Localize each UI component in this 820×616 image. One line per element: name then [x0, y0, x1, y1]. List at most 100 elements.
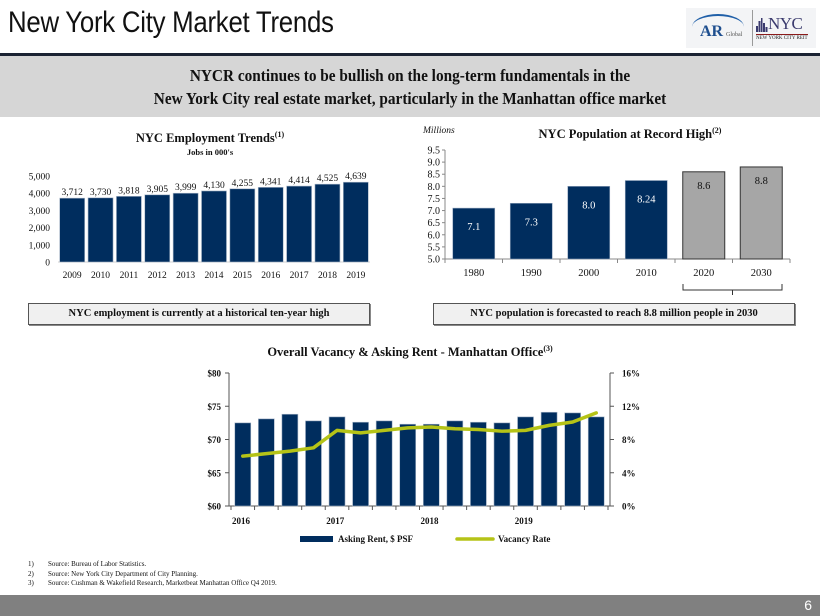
y-tick-label: 1,000: [29, 241, 51, 251]
population-callout: NYC population is forecasted to reach 8.…: [433, 303, 795, 325]
x-tick-label: 2011: [120, 271, 139, 281]
data-label-2015: 4,255: [232, 179, 254, 189]
x-tick-label: 1980: [463, 268, 484, 279]
bar-2017: [286, 185, 312, 263]
employment-chart-title: NYC Employment Trends(1): [60, 130, 360, 146]
ar-global-logo: AR Global: [690, 12, 750, 44]
bar-2015: [229, 188, 256, 263]
rent-bar-2016-Q2: [258, 418, 275, 507]
bar-2013: [172, 192, 199, 263]
headline-banner: NYCR continues to be bullish on the long…: [0, 56, 820, 117]
x-tick-label: 2019: [515, 516, 534, 526]
x-tick-label: 2013: [176, 271, 195, 281]
bar-2020: [682, 171, 726, 260]
bar-2000: [567, 186, 611, 260]
rent-bar-2019-Q1: [517, 416, 534, 507]
rent-bar-2018-Q3: [470, 421, 487, 507]
population-unit-label: Millions: [423, 126, 455, 136]
ar-logo-text: AR: [700, 23, 724, 40]
header-divider: [0, 53, 820, 56]
x-tick-label: 2010: [91, 271, 110, 281]
data-label-2018: 4,525: [317, 174, 339, 184]
y-tick-label: 0: [45, 259, 50, 269]
nyc-logo-text: NYC: [768, 14, 803, 33]
data-label-2017: 4,414: [288, 176, 310, 186]
footnote-number: 1): [28, 560, 34, 568]
left-y-tick-label: $70: [208, 435, 222, 445]
population-title-text: NYC Population at Record High: [538, 127, 713, 142]
vacancy-rent-chart: $60 $65 $70 $75 $80 0% 4% 8% 12% 16% 2016 2017 2018 2…: [208, 369, 641, 545]
employment-callout: NYC employment is currently at a histori…: [28, 303, 370, 325]
left-y-tick-label: $80: [208, 369, 222, 379]
ar-logo-subtext: Global: [726, 32, 743, 38]
rent-bar-2018-Q4: [493, 422, 511, 507]
data-label-2009: 3,712: [61, 188, 83, 198]
x-tick-label: 2015: [233, 271, 252, 281]
rent-bar-2016-Q3: [281, 413, 299, 507]
rent-bar-2018-Q2: [446, 420, 464, 507]
bar-2011: [116, 196, 142, 263]
y-tick-label: 8.0: [428, 182, 441, 193]
vacancy-title-text: Overall Vacancy & Asking Rent - Manhatta…: [267, 345, 544, 360]
x-tick-label: 2016: [261, 271, 280, 281]
footnote-text: Source: Bureau of Labor Statistics.: [48, 560, 147, 568]
rent-bar-2016-Q1: [234, 422, 252, 507]
x-tick-label: 2009: [63, 271, 82, 281]
bar-1980: [452, 207, 496, 260]
x-tick-label: 2012: [148, 271, 167, 281]
x-tick-label: 1990: [521, 268, 542, 279]
x-tick-label: 2000: [578, 268, 599, 279]
nyc-reit-logo: NYC NEW YORK CITY REIT: [756, 12, 816, 44]
x-tick-label: 2030: [751, 268, 772, 279]
legend-label-rent: Asking Rent, $ PSF: [338, 534, 414, 544]
right-y-tick-label: 4%: [622, 468, 636, 478]
data-label-2014: 4,130: [203, 181, 225, 191]
rent-bar-2017-Q3: [375, 420, 393, 507]
x-tick-label: 2017: [290, 271, 309, 281]
bar-2010: [624, 180, 668, 260]
rent-bar-2019-Q4: [587, 416, 605, 507]
rent-bar-2017-Q2: [352, 421, 369, 507]
bar-1990: [509, 202, 553, 260]
legend-swatch-rent: [300, 536, 333, 542]
y-tick-label: 5.0: [428, 255, 441, 266]
bar-2014: [201, 190, 227, 263]
y-tick-label: 7.5: [428, 194, 441, 205]
page-number: 6: [804, 597, 812, 613]
x-tick-label: 2019: [346, 271, 365, 281]
right-y-tick-label: 0%: [622, 502, 636, 512]
data-label-2010: 3,730: [90, 188, 112, 198]
y-tick-label: 7.0: [428, 206, 441, 217]
y-tick-label: 5.5: [428, 242, 441, 253]
y-tick-label: 6.0: [428, 230, 441, 241]
x-tick-label: 2018: [421, 516, 440, 526]
population-chart: 5.05.56.06.57.07.58.08.59.09.57.119807.3…: [428, 146, 791, 295]
data-label-2016: 4,341: [260, 177, 282, 187]
rent-bar-2016-Q4: [305, 420, 322, 507]
data-label-1990: 7.3: [525, 217, 538, 228]
footnote-text: Source: Cushman & Wakefield Research, Ma…: [48, 579, 277, 587]
footnote-text: Source: New York City Department of City…: [48, 569, 198, 578]
y-tick-label: 8.5: [428, 170, 441, 181]
bar-2019: [343, 181, 369, 263]
x-tick-label: 2018: [318, 271, 337, 281]
logo-arc-icon: [692, 14, 744, 40]
logo-divider: [752, 10, 753, 46]
left-y-tick-label: $60: [208, 502, 222, 512]
y-tick-label: 6.5: [428, 218, 441, 229]
population-chart-title: NYC Population at Record High(2): [480, 126, 780, 142]
data-label-2012: 3,905: [147, 185, 169, 195]
footnote-number: 3): [28, 579, 34, 587]
employment-chart-subtitle: Jobs in 000's: [186, 147, 234, 157]
data-label-2000: 8.0: [582, 200, 595, 211]
banner-line-1: NYCR continues to be bullish on the long…: [189, 66, 631, 85]
footer-bar: 6: [0, 595, 820, 616]
rent-bar-2019-Q2: [540, 411, 558, 507]
data-label-2020: 8.6: [697, 181, 710, 192]
nyc-logo-subtext: NEW YORK CITY REIT: [756, 34, 808, 41]
right-y-tick-label: 12%: [622, 402, 640, 412]
vacancy-title-footnote: (3): [543, 344, 553, 353]
rent-bar-2018-Q1: [422, 423, 440, 507]
bar-2016: [257, 187, 284, 263]
data-label-1980: 7.1: [467, 222, 480, 233]
